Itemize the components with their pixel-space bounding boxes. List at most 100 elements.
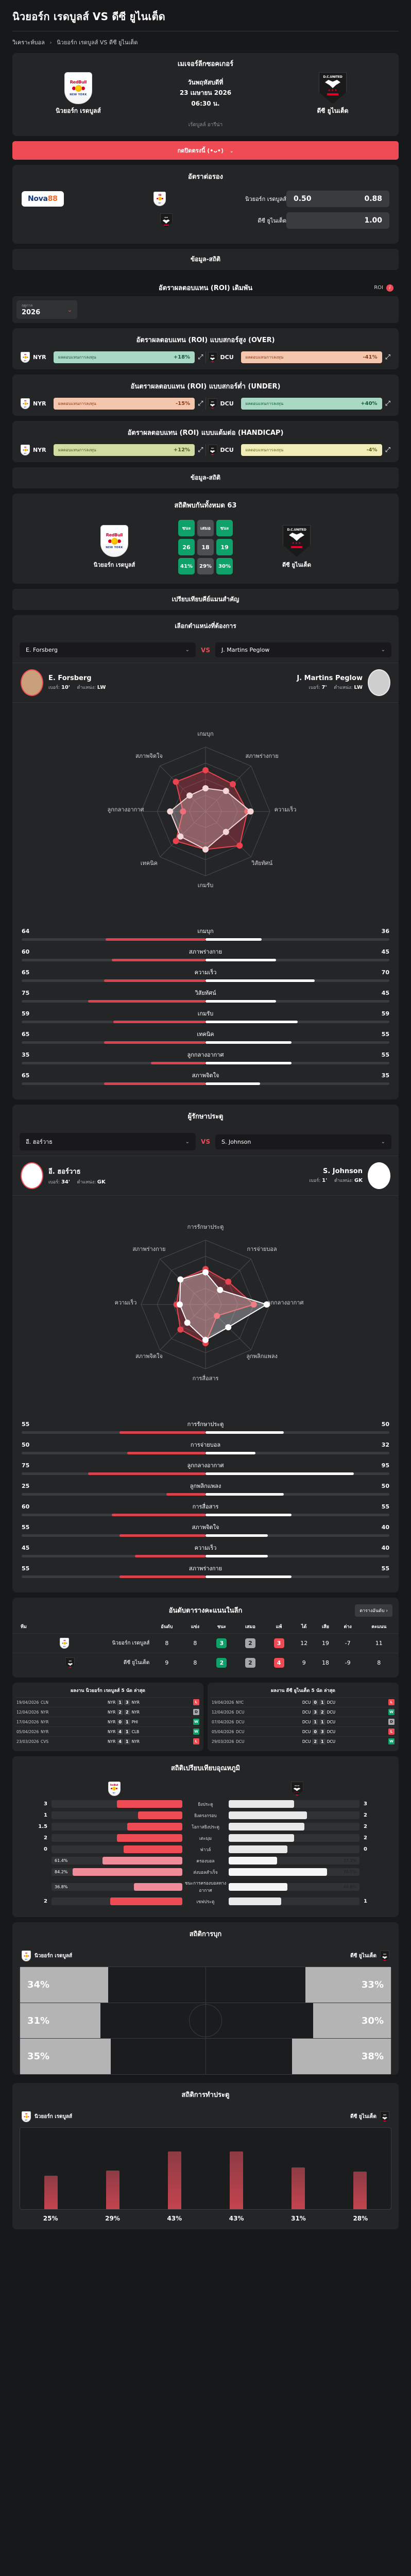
stat-name: สภาพจิตใจ xyxy=(192,1072,219,1079)
keyman-right-select[interactable]: J. Martins Peglow ⌄ xyxy=(215,642,391,657)
avatar xyxy=(368,1162,390,1189)
keyman-section-bar[interactable]: เปรียบเทียบคีย์แมนสำคัญ xyxy=(12,589,399,610)
zones-away-legend: ดีซี ยูไนเต็ด DCU xyxy=(350,1951,389,1961)
stat-name: เกมรับ xyxy=(197,1010,214,1017)
compare-right-bar xyxy=(229,1845,359,1853)
compare-stat-name: โอกาสยิงประตู xyxy=(192,1824,219,1830)
new-york-red-bulls-crest-icon: RB NY xyxy=(21,352,30,363)
keeper-stat-bars: 55 การรักษาประตู 50 50 การจ่ายบอล 32 75 … xyxy=(12,1416,399,1592)
odds-values[interactable]: 1.00 xyxy=(286,212,389,229)
league-table-card: อันดับตารางคะแนนในลีก ตารางอันดับ › ทีม อ… xyxy=(12,1598,399,1677)
score-away: 1 xyxy=(124,1738,130,1744)
odds-team-name: นิวยอร์ก เรดบูลส์ xyxy=(245,196,286,202)
compare-left-value: 3 xyxy=(44,1801,47,1807)
chevron-down-icon: ⌄ xyxy=(229,149,234,154)
keyman-card: เลือกตำแหน่งที่ต้องการ E. Forsberg ⌄ VS … xyxy=(12,615,399,1099)
odds-brand: Nova88 xyxy=(22,191,78,207)
keeper-right-meta: เบอร์: 1' ตำแหน่ง: GK xyxy=(309,1177,363,1184)
score-away: 2 xyxy=(124,1709,130,1715)
stat-row: 25 ลูกพลิกแพลง 50 xyxy=(22,1481,389,1496)
number-label: เบอร์: xyxy=(48,685,60,690)
compare-left-value: 2 xyxy=(44,1899,47,1904)
compare-right-value: 2 xyxy=(364,1824,367,1829)
table-team-name: ดีซี ยูไนเต็ด xyxy=(123,1660,150,1666)
odds-values[interactable]: 0.50 0.88 xyxy=(286,191,389,207)
stat-left-value: 60 xyxy=(22,948,30,955)
new-york-red-bulls-crest-icon: RB NY xyxy=(21,398,30,409)
roi-bar: ผลตอบแทนการลงทุน +12% xyxy=(54,444,195,456)
keeper-right-select-value: S. Johnson xyxy=(221,1138,251,1145)
keeper-radar-chart: การรักษาประตู การจ่ายบอล ลูกกลางอากาศ ลูกพล… xyxy=(12,1196,399,1416)
stat-name: ความเร็ว xyxy=(194,1545,217,1551)
stat-right-value: 55 xyxy=(381,1565,389,1572)
expand-icon[interactable]: ⤢ xyxy=(198,400,203,408)
odds-value-1: 0.50 xyxy=(294,195,312,203)
score-home: 3 xyxy=(312,1709,318,1715)
expand-icon[interactable]: ⤢ xyxy=(198,446,203,454)
roi-badge[interactable]: ROI i xyxy=(374,284,393,292)
keyman-left-select[interactable]: E. Forsberg ⌄ xyxy=(20,642,196,657)
keeper-left-player: อี. ฮอร์วาธ เบอร์: 34' ตำแหน่ง: GK xyxy=(21,1162,106,1189)
close-promo-button[interactable]: กดปิดตรงนี้ (•ᴗ•) ⌄ xyxy=(12,141,399,160)
expand-icon[interactable]: ⤢ xyxy=(385,353,390,361)
league-table-button[interactable]: ตารางอันดับ › xyxy=(355,1604,392,1617)
shots-away-legend: ดีซี ยูไนเต็ด DCU xyxy=(350,2111,389,2122)
expand-icon[interactable]: ⤢ xyxy=(385,446,390,454)
h2h-section-bar[interactable]: ข้อมูล-สถิติ xyxy=(12,467,399,488)
roi-bar-caption: ผลตอบแทนการลงทุน xyxy=(58,401,96,406)
compare-left-bar xyxy=(52,1823,182,1831)
result-badge: D xyxy=(193,1709,199,1715)
match-league: DCU xyxy=(236,1739,245,1744)
roi-bar: ผลตอบแทนการลงทุน -15% xyxy=(54,398,195,410)
table-header: แพ้ xyxy=(276,1624,282,1630)
roi-item: DCU DCU ผลตอบแทนการลงทุน +40% ⤢ xyxy=(205,398,393,410)
stat-right-value: 59 xyxy=(381,1010,389,1017)
svg-text:สภาพร่างกาย: สภาพร่างกาย xyxy=(132,1246,165,1252)
match-time: 06:30 น. xyxy=(191,99,220,107)
dc-united-crest-icon: D.C.UNITED ★★★ xyxy=(319,72,347,104)
roi-bar: ผลตอบแทนการลงทุน -4% xyxy=(241,444,382,456)
breadcrumb-root[interactable]: วิเคราะห์บอล xyxy=(12,39,45,46)
odds-value-2: 0.88 xyxy=(364,195,382,203)
keeper-right-select[interactable]: S. Johnson ⌄ xyxy=(215,1134,391,1149)
stat-row: 60 สภาพร่างกาย 45 xyxy=(22,947,389,961)
stat-right-value: 55 xyxy=(381,1030,389,1038)
match-date: 19/04/2026 xyxy=(212,1700,234,1705)
season-select[interactable]: ฤดูกาล 2026 ⌄ xyxy=(16,300,77,319)
compare-left-value: 0 xyxy=(44,1846,47,1852)
info-stats-bar[interactable]: ข้อมูล-สถิติ xyxy=(12,249,399,270)
dc-united-crest-icon: DCU xyxy=(208,352,217,363)
stat-row: 55 สภาพจิตใจ 40 xyxy=(22,1522,389,1537)
away-team-block: D.C.UNITED ★★★ ดีซี ยูไนเต็ด xyxy=(281,72,384,116)
match-league: CVS xyxy=(41,1739,49,1744)
away-abbr: PHI xyxy=(131,1719,138,1724)
odds-team: DCU ดีซี ยูไนเต็ด xyxy=(78,213,286,228)
table-ga: 18 xyxy=(315,1653,336,1672)
roi-percent: +12% xyxy=(173,447,191,453)
stat-left-value: 50 xyxy=(22,1441,30,1448)
promo-label: กดปิดตรงนี้ (•ᴗ•) xyxy=(177,147,224,154)
home-abbr: DCU xyxy=(302,1719,311,1724)
table-draws: 2 xyxy=(245,1638,255,1648)
score-away: 3 xyxy=(319,1728,326,1735)
keeper-left-select[interactable]: อี. ฮอร์วาธ ⌄ xyxy=(20,1133,196,1150)
attack-zones-title: สถิติการบุก xyxy=(189,1930,222,1938)
stat-left-value: 65 xyxy=(22,969,30,976)
expand-icon[interactable]: ⤢ xyxy=(385,400,390,408)
season-filter: ฤดูกาล 2026 ⌄ xyxy=(12,296,399,323)
zone-home: 35% xyxy=(20,2038,206,2075)
expand-icon[interactable]: ⤢ xyxy=(198,353,203,361)
stat-left-value: 45 xyxy=(22,1544,30,1551)
